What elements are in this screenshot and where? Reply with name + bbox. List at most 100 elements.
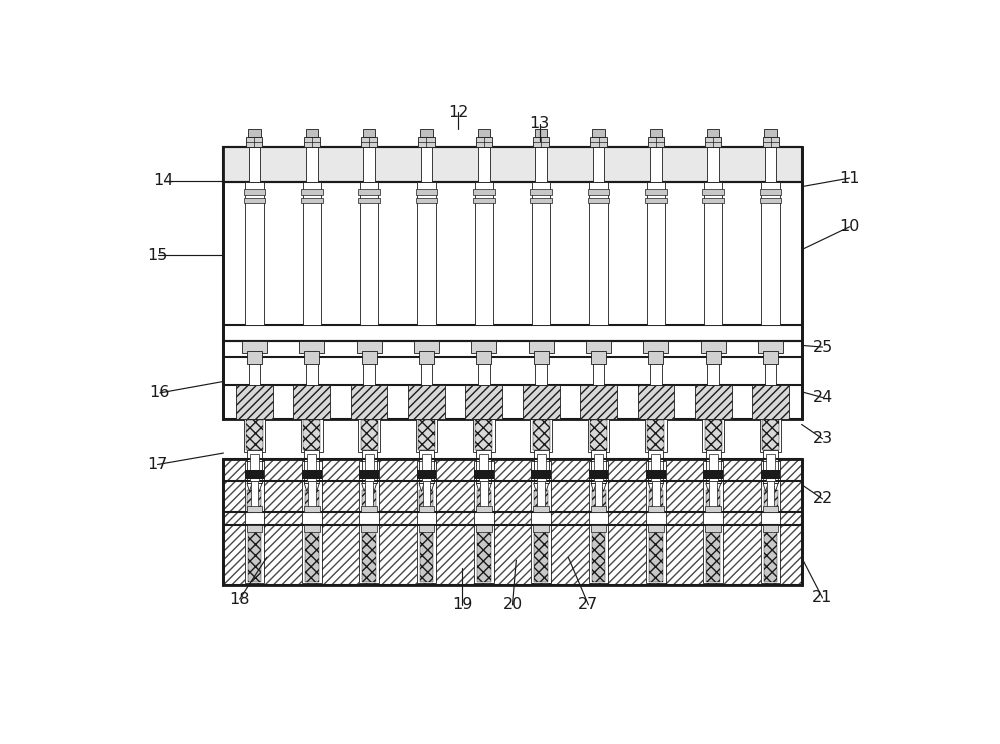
Polygon shape — [591, 484, 596, 492]
Bar — [760, 189, 781, 195]
Bar — [763, 525, 778, 531]
Bar — [647, 420, 664, 450]
Bar — [419, 450, 434, 484]
Bar — [417, 461, 436, 583]
Bar — [648, 507, 664, 512]
Text: 13: 13 — [530, 116, 550, 131]
Bar — [589, 470, 608, 479]
Bar — [302, 461, 322, 583]
Bar — [765, 147, 776, 182]
Bar — [648, 351, 663, 364]
Bar — [707, 341, 719, 385]
Bar — [419, 507, 434, 512]
Bar — [359, 470, 379, 479]
Bar — [763, 351, 778, 364]
Bar — [299, 341, 324, 353]
Bar — [479, 454, 488, 481]
Bar — [247, 525, 262, 531]
Bar — [530, 198, 552, 203]
Bar — [304, 351, 319, 364]
Bar — [707, 147, 719, 182]
Bar — [648, 450, 663, 484]
Bar — [478, 341, 490, 385]
Bar — [760, 198, 781, 203]
Bar — [421, 341, 432, 385]
Polygon shape — [486, 484, 491, 492]
Bar — [534, 529, 548, 582]
Bar — [419, 351, 434, 364]
Bar — [763, 450, 778, 484]
Bar — [532, 182, 550, 325]
Bar — [709, 481, 717, 512]
Polygon shape — [773, 484, 778, 492]
Polygon shape — [481, 484, 486, 492]
Bar — [302, 461, 322, 583]
Text: 12: 12 — [448, 105, 468, 120]
Bar — [764, 490, 778, 510]
Bar — [535, 147, 547, 182]
Bar — [365, 454, 374, 481]
Bar — [761, 461, 780, 583]
Text: 11: 11 — [839, 170, 860, 185]
Bar — [417, 461, 436, 583]
Polygon shape — [252, 484, 257, 492]
Bar — [478, 147, 490, 182]
Polygon shape — [372, 484, 377, 492]
Bar — [223, 147, 802, 182]
Bar — [244, 198, 265, 203]
Bar — [306, 341, 318, 385]
Bar — [650, 129, 662, 137]
Bar — [537, 454, 546, 481]
Bar — [767, 481, 774, 512]
Bar — [417, 470, 436, 479]
Bar — [421, 147, 432, 182]
Bar — [646, 461, 666, 583]
Bar — [761, 182, 780, 325]
Bar — [702, 198, 724, 203]
Text: 15: 15 — [147, 248, 168, 263]
Bar — [591, 450, 606, 484]
Bar — [363, 129, 375, 137]
Bar — [752, 385, 789, 419]
Bar — [236, 385, 273, 419]
Bar — [306, 147, 318, 182]
Bar — [591, 507, 606, 512]
Text: 25: 25 — [812, 339, 833, 355]
Bar — [533, 525, 549, 531]
Bar — [358, 419, 380, 452]
Bar — [695, 385, 732, 419]
Bar — [474, 461, 494, 583]
Bar — [362, 351, 377, 364]
Bar — [648, 525, 664, 531]
Polygon shape — [544, 484, 549, 492]
Polygon shape — [601, 484, 606, 492]
Bar — [304, 525, 320, 531]
Text: 21: 21 — [812, 591, 833, 606]
Bar — [705, 525, 721, 531]
Polygon shape — [596, 484, 601, 492]
Bar — [303, 182, 321, 325]
Polygon shape — [658, 484, 663, 492]
Bar — [646, 461, 666, 583]
Bar — [707, 129, 719, 137]
Bar — [531, 461, 551, 583]
Bar — [250, 454, 259, 481]
Bar — [650, 147, 662, 182]
Bar — [242, 341, 267, 353]
Bar — [359, 461, 379, 583]
Bar — [249, 341, 260, 385]
Bar — [534, 351, 549, 364]
Bar — [477, 490, 491, 510]
Bar — [476, 450, 491, 484]
Bar — [763, 507, 778, 512]
Bar — [422, 454, 431, 481]
Bar — [588, 198, 609, 203]
Bar — [762, 420, 779, 450]
Bar — [580, 385, 617, 419]
Bar — [643, 341, 668, 353]
Bar — [761, 461, 780, 583]
Bar — [586, 341, 611, 353]
Bar — [473, 189, 495, 195]
Bar — [764, 529, 777, 582]
Bar — [474, 470, 494, 479]
